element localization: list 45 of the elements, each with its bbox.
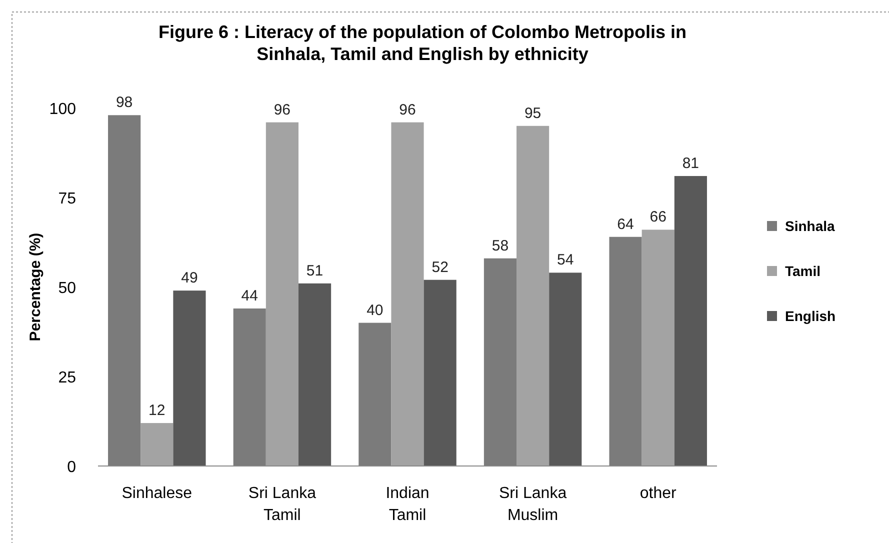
data-label: 51: [306, 262, 324, 280]
x-tick-label: Sinhalese: [122, 485, 192, 502]
bar: [266, 122, 298, 466]
data-label: 81: [682, 155, 700, 172]
x-tick-label: other: [640, 485, 678, 502]
data-label: 98: [116, 94, 133, 112]
data-label: 64: [617, 216, 634, 233]
bar: [298, 283, 332, 466]
data-label: 96: [399, 101, 416, 118]
y-tick-label: 25: [58, 370, 76, 386]
bar: [140, 423, 174, 466]
data-label: 58: [492, 237, 509, 254]
data-label: 95: [524, 104, 542, 122]
data-label: 49: [181, 270, 198, 287]
data-label: 96: [274, 101, 291, 118]
bar: [233, 308, 266, 466]
y-tick-label: 0: [67, 459, 76, 476]
y-tick-label: 50: [58, 280, 76, 297]
x-tick-label: Indian Tamil: [386, 485, 430, 524]
x-tick-label: Sri Lanka Muslim: [499, 485, 567, 524]
bar: [642, 230, 674, 466]
data-label: 12: [148, 402, 166, 420]
data-label: 52: [432, 258, 448, 276]
bar: [549, 272, 582, 466]
data-label: 44: [241, 287, 258, 304]
bar: [516, 126, 550, 466]
y-tick-label: 75: [58, 190, 76, 208]
bar: [484, 258, 517, 466]
data-label: 40: [366, 302, 384, 319]
chart-title: Figure 6 : Literacy of the population of Colombo Metropolis in Sinhala, Tamil and English by ethnicity: [158, 22, 686, 64]
x-tick-label: Sri Lanka Tamil: [248, 485, 316, 524]
data-label: 54: [557, 252, 574, 269]
bar: [424, 280, 456, 466]
y-tick-label: 100: [49, 101, 76, 118]
bar: [391, 122, 424, 466]
legend-label: English: [785, 308, 836, 324]
bar: [358, 322, 392, 466]
bar: [173, 290, 206, 466]
data-label: 66: [650, 208, 666, 226]
bar: [609, 236, 642, 466]
bar: [674, 176, 707, 466]
bar: [108, 115, 141, 466]
legend-label: Sinhala: [785, 218, 836, 234]
legend-label: Tamil: [785, 263, 821, 279]
y-axis-title: Percentage (%): [27, 232, 44, 342]
